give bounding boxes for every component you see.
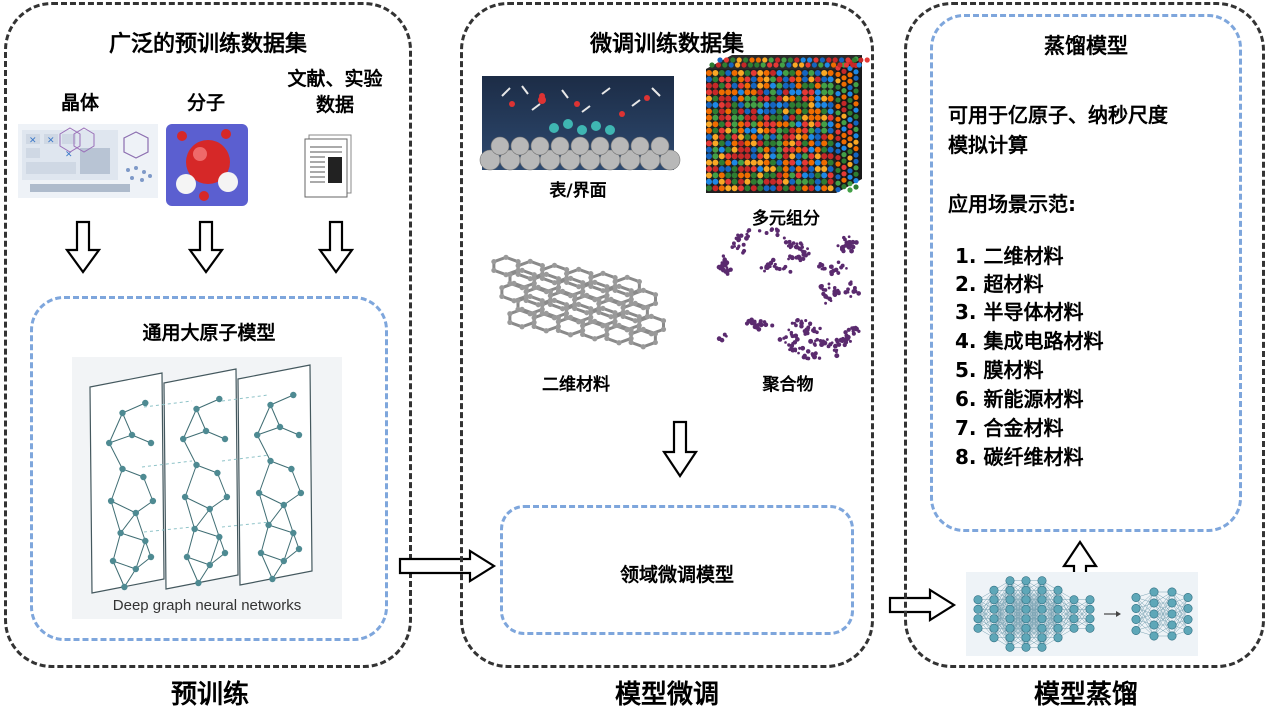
polymer-image bbox=[716, 227, 861, 361]
graphene-2d-material-image bbox=[491, 254, 667, 350]
general-model-box bbox=[30, 296, 388, 641]
application-item: 4. 集成电路材料 bbox=[955, 329, 1104, 353]
pretrain-dataset-title: 广泛的预训练数据集 bbox=[108, 32, 307, 57]
svg-text:✕: ✕ bbox=[47, 136, 55, 146]
down-arrow-molecule bbox=[187, 220, 225, 274]
multicomponent-cube-image bbox=[706, 55, 870, 193]
application-item: 2. 超材料 bbox=[955, 272, 1044, 296]
domain-finetune-model-box bbox=[500, 505, 854, 635]
application-item: 6. 新能源材料 bbox=[955, 387, 1084, 411]
distill-model-box bbox=[930, 14, 1242, 532]
finetune-item-2d-material-label: 二维材料 bbox=[542, 375, 610, 395]
down-arrow-crystal bbox=[64, 220, 102, 274]
application-item: 8. 碳纤维材料 bbox=[955, 445, 1084, 469]
application-item: 5. 膜材料 bbox=[955, 358, 1044, 382]
arrow-pretrain-to-finetune bbox=[398, 549, 497, 583]
stage-label-distill: 模型蒸馏 bbox=[1033, 680, 1138, 710]
finetune-item-surface-label: 表/界面 bbox=[549, 181, 607, 201]
distill-panel bbox=[904, 2, 1265, 668]
pretrain-panel bbox=[4, 2, 412, 668]
distill-model-title: 蒸馏模型 bbox=[1044, 34, 1128, 58]
gnn-caption: Deep graph neural networks bbox=[113, 597, 301, 614]
down-arrow-literature bbox=[317, 220, 355, 274]
finetune-panel bbox=[460, 2, 874, 668]
literature-document-image bbox=[304, 134, 352, 198]
application-title: 应用场景示范: bbox=[948, 192, 1076, 216]
application-item: 7. 合金材料 bbox=[955, 416, 1064, 440]
crystal-data-image: ✕ ✕ ✕ bbox=[18, 124, 158, 198]
molecule-image bbox=[166, 124, 248, 206]
deep-graph-neural-network-diagram: Deep graph neural networks bbox=[72, 357, 342, 619]
finetune-item-polymer-label: 聚合物 bbox=[762, 375, 814, 395]
source-label-literature: 文献、实验 数据 bbox=[287, 68, 383, 116]
surface-interface-image bbox=[479, 76, 681, 171]
stage-label-finetune: 模型微调 bbox=[614, 680, 719, 710]
down-arrow-finetune bbox=[661, 420, 699, 478]
application-item: 3. 半导体材料 bbox=[955, 300, 1084, 324]
source-label-molecule: 分子 bbox=[186, 92, 225, 114]
arrow-finetune-to-distill bbox=[888, 588, 957, 622]
finetune-dataset-title: 微调训练数据集 bbox=[589, 32, 744, 57]
distill-description: 可用于亿原子、纳秒尺度 模拟计算 bbox=[948, 103, 1168, 157]
domain-finetune-model-title: 领域微调模型 bbox=[619, 564, 734, 586]
knowledge-distillation-network-image bbox=[966, 572, 1198, 656]
svg-text:✕: ✕ bbox=[65, 150, 73, 160]
stage-label-pretrain: 预训练 bbox=[170, 680, 249, 710]
svg-text:✕: ✕ bbox=[29, 136, 37, 146]
finetune-item-multicomponent-label: 多元组分 bbox=[752, 209, 820, 229]
source-label-crystal: 晶体 bbox=[60, 92, 99, 114]
application-item: 1. 二维材料 bbox=[955, 244, 1064, 268]
general-model-title: 通用大原子模型 bbox=[142, 322, 276, 344]
